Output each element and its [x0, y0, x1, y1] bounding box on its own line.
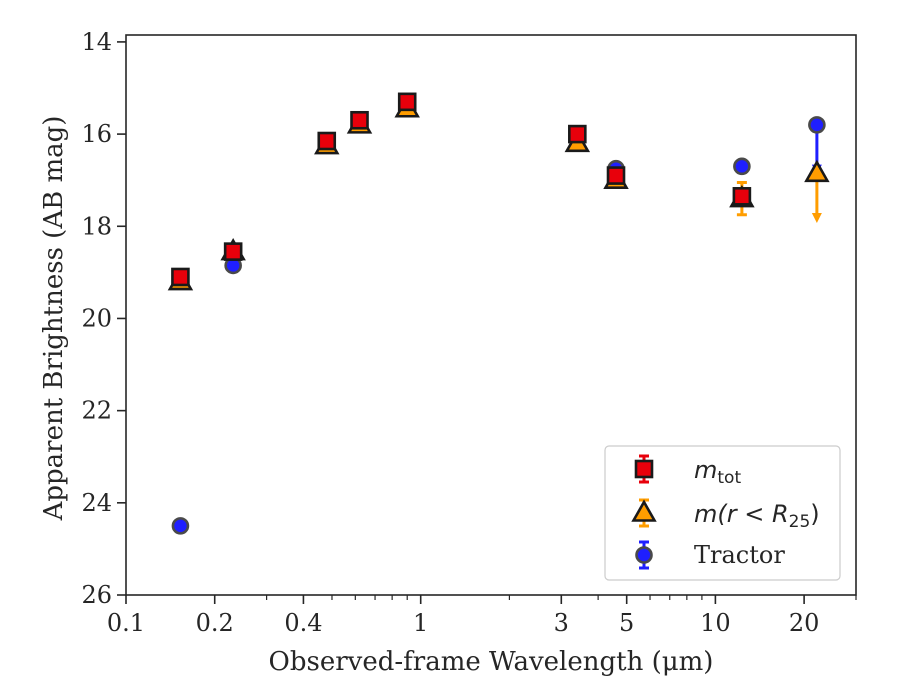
- x-tick-label: 10: [700, 609, 731, 637]
- x-tick-label: 0.2: [196, 609, 234, 637]
- point-mtot: [350, 110, 369, 130]
- x-axis-label: Observed-frame Wavelength (μm): [269, 647, 714, 677]
- x-tick-label: 0.4: [284, 609, 322, 637]
- legend-label-mtot: mtot: [694, 456, 741, 488]
- data-points: [167, 92, 830, 535]
- y-tick-label: 18: [81, 212, 112, 240]
- legend-label-mr25: m(r < R25): [694, 500, 820, 532]
- point-tractor: [808, 116, 826, 134]
- x-tick-label: 0.1: [107, 609, 145, 637]
- x-tick-label: 20: [789, 609, 820, 637]
- point-mtot: [568, 124, 587, 144]
- legend: mtot m(r < R25) Tractor: [604, 445, 841, 581]
- point-mr25: [804, 159, 830, 183]
- point-mtot: [606, 166, 626, 185]
- y-axis-label: Apparent Brightness (AB mag): [39, 116, 69, 522]
- x-tick-label: 3: [554, 609, 569, 637]
- point-mtot: [732, 187, 752, 206]
- x-tick-label: 5: [619, 609, 634, 637]
- legend-label-tractor: Tractor: [694, 541, 785, 569]
- x-tick-label: 1: [413, 609, 428, 637]
- legend-box: [604, 445, 841, 581]
- point-tractor: [733, 157, 751, 176]
- legend-markers: [631, 454, 657, 570]
- y-tick-label: 24: [81, 489, 112, 517]
- legend-marker-mtot: [634, 459, 654, 479]
- point-mtot: [317, 131, 337, 151]
- y-tick-label: 20: [81, 304, 112, 332]
- legend-marker-tractor: [635, 546, 653, 564]
- y-tick-label: 16: [81, 120, 112, 148]
- y-tick-label: 26: [81, 581, 112, 609]
- point-mtot: [223, 242, 243, 261]
- point-mtot: [397, 92, 417, 112]
- y-tick-label: 22: [81, 397, 112, 425]
- axes: 0.1 0.2 0.4 1 3 5 10 20 14 16 18 20 22 24 26: [81, 28, 857, 637]
- upper-limit-mr25-arrow: [811, 213, 822, 224]
- legend-marker-mr25: [631, 499, 657, 522]
- y-tick-label: 14: [81, 28, 112, 56]
- series-mtot: [171, 92, 752, 287]
- point-mtot: [171, 267, 190, 287]
- plot-frame: [125, 34, 857, 596]
- point-tractor: [171, 517, 190, 535]
